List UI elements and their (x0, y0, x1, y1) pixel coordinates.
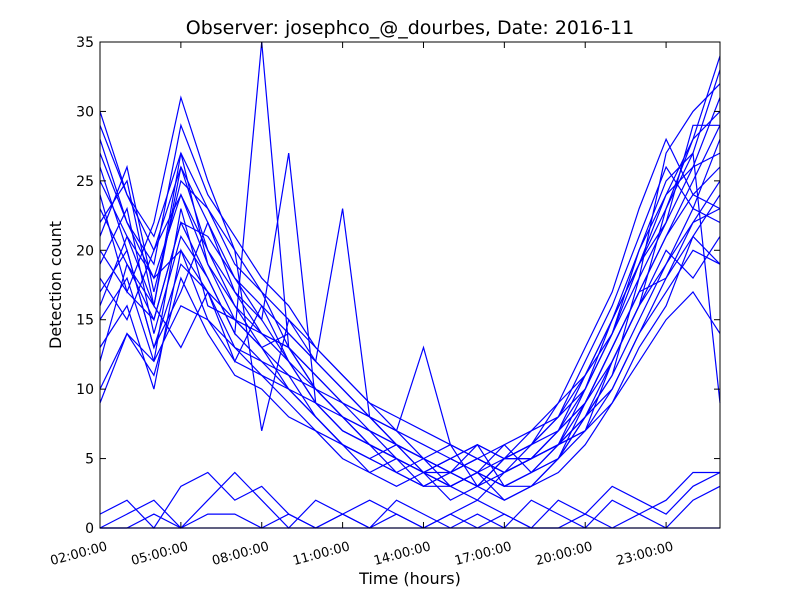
x-tick-label: 23:00:00 (615, 539, 675, 569)
series-line-8 (99, 208, 721, 501)
series-line-23 (100, 485, 721, 529)
y-axis-label: Detection count (46, 221, 65, 349)
series-line-16 (99, 41, 721, 487)
series-line-12 (99, 83, 721, 474)
y-tick-label: 10 (76, 382, 94, 398)
y-tick-label: 5 (85, 452, 94, 468)
series-line-17 (99, 208, 721, 474)
series-line-18 (99, 290, 721, 474)
x-tick-label: 08:00:00 (210, 539, 270, 569)
series-line-3 (99, 125, 721, 487)
chart-title: Observer: josephco_@_dourbes, Date: 2016… (186, 17, 634, 39)
x-axis-label: Time (hours) (358, 569, 461, 588)
y-tick-label: 15 (76, 313, 94, 329)
x-tick-label: 05:00:00 (130, 539, 190, 569)
plot-frame (99, 41, 721, 529)
series-line-22 (99, 471, 720, 529)
series-line-4 (99, 69, 721, 474)
y-tick-label: 20 (76, 243, 94, 259)
series-line-2 (99, 55, 721, 487)
series-line-19 (99, 125, 721, 501)
series-line-14 (99, 180, 721, 488)
series-line-15 (99, 124, 720, 487)
y-tick-label: 0 (85, 521, 94, 537)
x-tick-label: 02:00:00 (49, 539, 109, 569)
series-line-11 (99, 110, 721, 474)
y-tick-label: 25 (76, 174, 94, 190)
series-line-20 (99, 193, 721, 501)
x-tick-label: 11:00:00 (291, 539, 351, 569)
series-lines (99, 41, 721, 529)
series-line-10 (99, 194, 721, 487)
series-line-5 (99, 138, 721, 488)
y-tick-label: 30 (76, 104, 94, 120)
x-tick-label: 14:00:00 (372, 539, 432, 569)
y-tick-label: 35 (76, 35, 94, 51)
x-tick-label: 20:00:00 (534, 539, 594, 569)
x-tick-label: 17:00:00 (453, 539, 513, 569)
series-line-21 (99, 471, 721, 529)
